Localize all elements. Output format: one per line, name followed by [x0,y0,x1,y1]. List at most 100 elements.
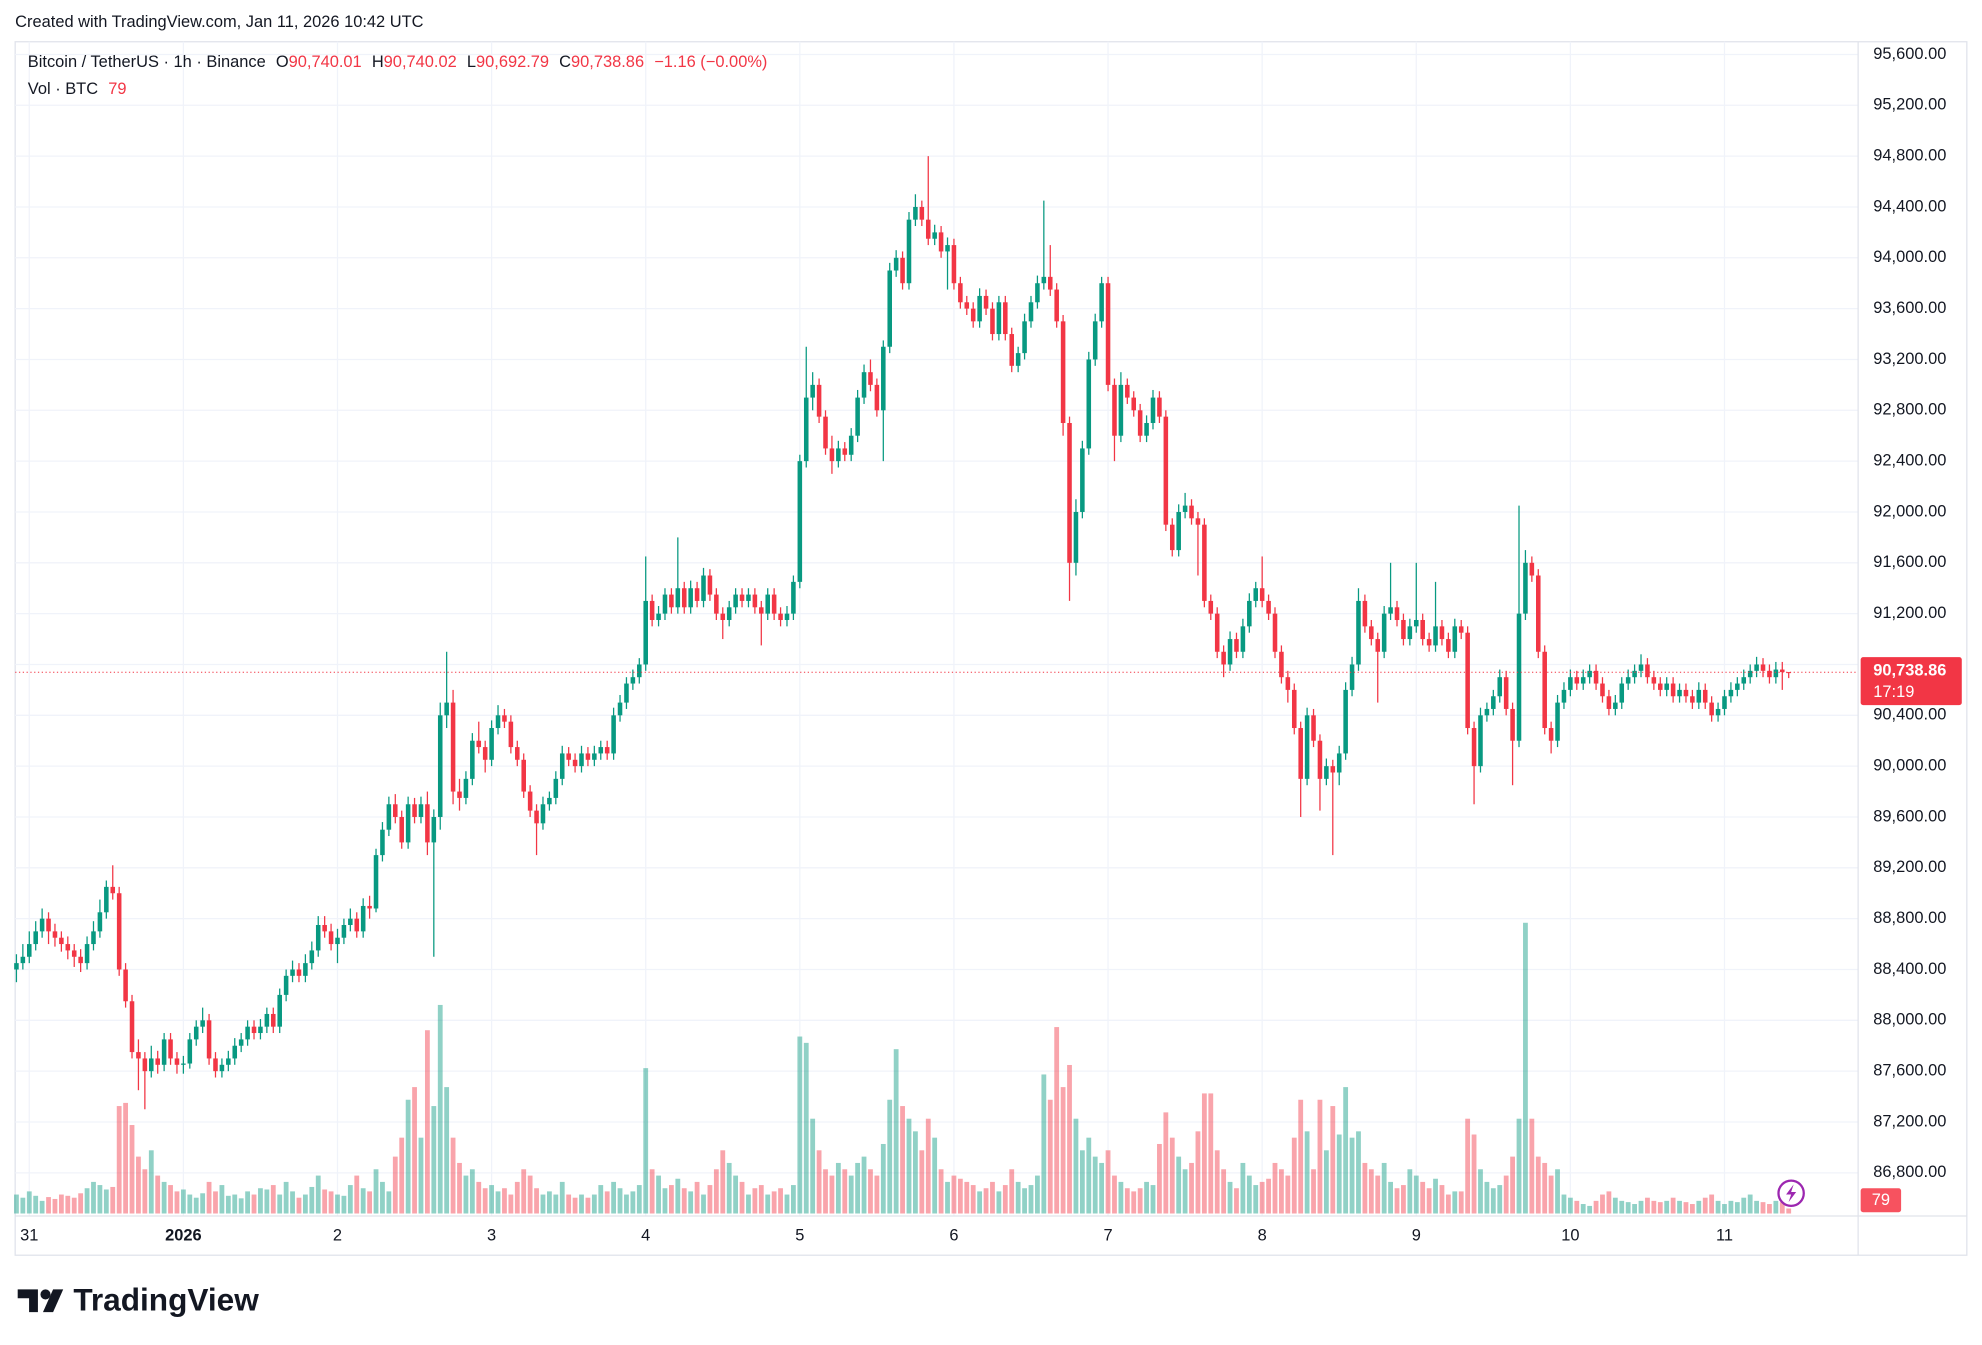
candle-body [1394,607,1400,620]
x-tick-label: 4 [641,1227,650,1245]
volume-bar [1394,1188,1400,1214]
volume-bar [360,1188,366,1214]
candle-body [1169,524,1175,551]
candle-body [418,804,424,817]
candle-body [1009,334,1015,366]
logo-text: TradingView [73,1281,259,1317]
candle-body [1491,696,1496,709]
candle-body [495,715,501,729]
candle-body [271,1013,276,1027]
volume-bar [245,1191,250,1214]
candle-body [1041,276,1047,284]
volume-bar [91,1181,96,1214]
candle-body [360,905,366,932]
candle-body [720,613,726,620]
candle-body [1786,672,1791,674]
volume-bar [373,1169,379,1214]
volume-bar [591,1194,597,1214]
volume-bar [174,1191,180,1214]
volume-bar [649,1169,655,1214]
alert-icon[interactable] [1777,1179,1805,1208]
candle-body [637,664,642,678]
x-tick-label: 6 [949,1227,958,1245]
volume-bar [1336,1134,1342,1214]
candle-body [823,416,828,449]
volume-bar [746,1194,751,1214]
volume-legend-value: 79 [108,80,126,98]
candle-body [348,918,353,926]
candle-body [1080,448,1085,512]
candle-body [990,308,995,335]
candle-body [1324,766,1329,779]
volume-bar [810,1118,816,1214]
candle-body [630,677,636,684]
candle-body [412,804,417,817]
candle-body [714,594,719,614]
volume-bar [1696,1200,1702,1214]
candle-body [489,728,494,760]
legend-value: 90,740.01 [289,54,362,72]
candle-body [1452,626,1458,652]
volume-bar [1439,1185,1445,1214]
candle-body [482,747,488,760]
candle-body [1471,728,1477,767]
volume-bar [874,1175,880,1214]
volume-bar [302,1194,308,1214]
candle-body [1240,626,1246,652]
volume-bar [187,1194,193,1214]
volume-bar [540,1194,546,1214]
volume-bar [1182,1169,1188,1214]
volume-bar [1478,1169,1483,1214]
candle-body [1099,283,1104,322]
candle-body [341,925,347,938]
volume-bar [232,1194,238,1214]
volume-bar [675,1178,681,1214]
candle-body [1221,651,1226,665]
candle-body [193,1026,199,1040]
candle-body [1510,708,1515,741]
volume-bar [335,1194,340,1214]
candle-body [900,257,905,284]
candle-body [1478,715,1483,767]
candle-body [1548,728,1554,741]
candle-body [1715,708,1721,716]
candle-body [977,295,982,322]
volume-bar [1362,1162,1368,1214]
candle-body [559,753,565,779]
volume-bar [213,1191,218,1214]
y-tick-label: 90,000.00 [1873,756,1946,774]
volume-bar [26,1191,32,1214]
volume-bar [367,1191,373,1214]
volume-bar [701,1194,706,1214]
candle-body [1060,321,1066,424]
candle-body [694,588,700,601]
candle-body [1401,619,1406,640]
volume-bar [887,1099,893,1214]
volume-bar [1542,1162,1548,1214]
candle-body [861,372,867,398]
candle-body [521,759,526,792]
candle-body [1523,562,1528,614]
candle-body [245,1026,250,1040]
candle-body [1163,416,1169,525]
candle-body [1542,651,1547,729]
volume-bar [816,1150,822,1214]
volume-bar [1189,1162,1194,1214]
volume-bar [238,1198,244,1214]
candle-body [155,1058,160,1065]
candle-body [906,219,912,284]
volume-bar [848,1175,854,1214]
candle-body [675,588,681,608]
candle-body [1420,619,1425,640]
candle-body [1767,670,1772,678]
candle-body [373,855,379,909]
volume-bar [1054,1027,1060,1214]
y-tick-label: 94,000.00 [1873,248,1946,266]
candle-body [20,956,26,964]
candle-body [1279,651,1284,678]
volume-bar [1619,1200,1625,1214]
candle-body [277,994,282,1027]
volume-bar [1279,1169,1284,1214]
candle-body [1535,575,1541,652]
candle-body [1317,740,1323,779]
